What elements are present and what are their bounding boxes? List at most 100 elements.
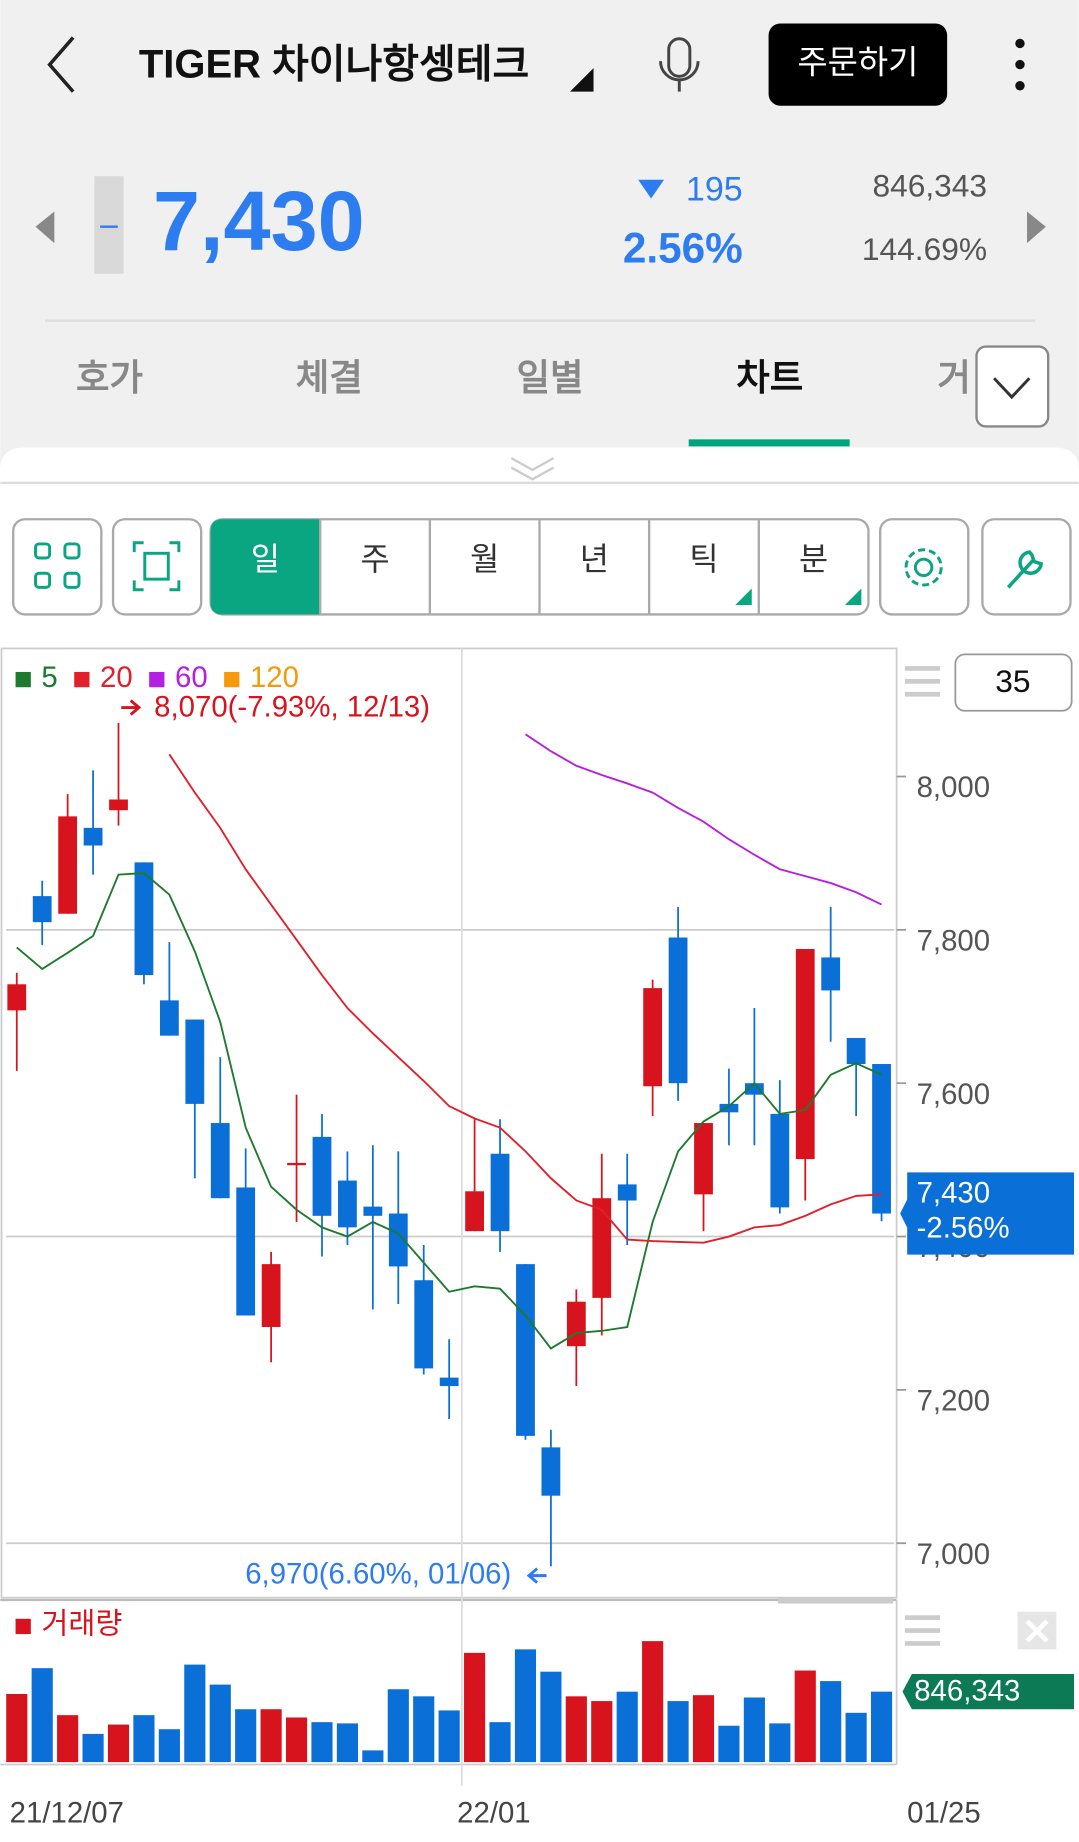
high-arrow — [121, 699, 142, 716]
down-triangle — [638, 179, 665, 199]
content-card — [0, 447, 1079, 1842]
dropdown-arrow[interactable] — [570, 68, 594, 92]
candle-body — [210, 1123, 230, 1199]
candle-body — [312, 1136, 332, 1216]
legend-label: 60 — [175, 661, 208, 694]
high-annotation: 8,070(-7.93%, 12/13) — [154, 690, 430, 723]
menu-icon[interactable] — [904, 666, 941, 697]
volume-bar — [540, 1671, 562, 1763]
expand-tabs[interactable] — [975, 345, 1050, 428]
volume-bar — [692, 1695, 715, 1763]
candle-body — [414, 1280, 434, 1369]
candle-body — [338, 1180, 357, 1228]
next-arrow[interactable] — [1027, 211, 1046, 244]
mic-button[interactable] — [659, 37, 700, 92]
volume-bar — [718, 1725, 740, 1763]
candle-body — [821, 957, 841, 991]
volume-bar — [336, 1723, 358, 1763]
grid-icon — [34, 542, 81, 589]
volume-bar — [235, 1709, 257, 1763]
candle-body — [109, 799, 128, 811]
volume-bar — [591, 1701, 613, 1763]
menu-icon[interactable] — [904, 1615, 941, 1646]
current-price-box — [900, 1172, 1075, 1255]
period-button[interactable]: 틱 — [689, 541, 718, 577]
low-arrow — [526, 1567, 547, 1584]
legend-label: 5 — [41, 661, 57, 694]
candle-body — [795, 949, 815, 1160]
period-button[interactable]: 년 — [580, 541, 609, 577]
tab[interactable]: 일별 — [517, 357, 584, 398]
legend-swatch — [15, 671, 31, 688]
candle-body — [770, 1113, 790, 1208]
legend-swatch — [149, 671, 165, 688]
x-tick-label: 22/01 — [457, 1797, 530, 1830]
order-button-label: 주문하기 — [797, 43, 918, 80]
volume-bar — [743, 1697, 765, 1763]
period-selected — [210, 519, 321, 615]
volume-bar — [616, 1691, 638, 1763]
period-button[interactable]: 분 — [799, 541, 828, 577]
volume-bar — [285, 1717, 308, 1763]
volume-bar — [158, 1729, 180, 1763]
collapse-handle[interactable] — [510, 457, 555, 481]
volume-bar — [489, 1722, 511, 1763]
period-button[interactable]: 월 — [470, 541, 499, 577]
current-price-label: 7,430 — [917, 1176, 990, 1209]
volume-bar — [133, 1715, 155, 1763]
volume-bar — [845, 1712, 867, 1763]
layout-button[interactable] — [12, 518, 103, 616]
candle-body — [872, 1064, 891, 1214]
fullscreen-button[interactable] — [111, 518, 203, 616]
period-button[interactable]: 일 — [251, 541, 280, 577]
volume-bar — [413, 1696, 435, 1763]
candle-body — [516, 1264, 535, 1436]
y-tick-label: 7,800 — [917, 925, 990, 958]
candle-body — [643, 988, 663, 1087]
candle-body — [287, 1162, 306, 1166]
back-button[interactable] — [47, 36, 75, 93]
price-panel — [0, 647, 898, 1599]
moving-average — [524, 733, 882, 906]
change-pct: 2.56% — [623, 225, 743, 272]
volume-bar — [107, 1724, 130, 1763]
volume-bar — [31, 1668, 53, 1763]
candle-body — [566, 1301, 586, 1347]
volume-bar — [438, 1710, 460, 1763]
volume-bar — [565, 1696, 587, 1763]
volume-last-box — [902, 1674, 1075, 1710]
volume-bar — [209, 1684, 231, 1763]
candle-body — [134, 862, 154, 976]
volume-legend: 거래량 — [41, 1608, 122, 1641]
y-tick-label: 7,000 — [917, 1538, 990, 1571]
tab[interactable]: 차트 — [736, 357, 803, 398]
tab[interactable]: 호가 — [76, 357, 143, 398]
close-icon — [1025, 1619, 1049, 1643]
expand-icon — [993, 377, 1031, 400]
prev-arrow[interactable] — [35, 211, 55, 244]
candle-body — [617, 1184, 637, 1201]
more-menu[interactable] — [1015, 38, 1025, 91]
order-button[interactable] — [768, 23, 948, 106]
x-tick-label: 01/25 — [907, 1797, 980, 1830]
period-button[interactable]: 주 — [360, 541, 389, 577]
volume-bar — [514, 1649, 537, 1763]
candle-body — [261, 1264, 281, 1328]
settings-button[interactable] — [879, 518, 970, 616]
legend-label: 20 — [100, 661, 133, 694]
volume-bar — [794, 1670, 816, 1763]
tab[interactable]: 체결 — [296, 357, 363, 398]
candle-body — [58, 816, 78, 914]
candle-body — [490, 1153, 510, 1232]
candle-body — [236, 1187, 256, 1316]
period-count-box[interactable] — [954, 653, 1073, 712]
volume-bar — [387, 1689, 409, 1763]
candle-body — [541, 1447, 561, 1496]
candle-body — [694, 1123, 713, 1195]
legend-swatch — [74, 671, 90, 688]
volume-bar — [464, 1652, 486, 1763]
price-change: 195 — [686, 170, 743, 208]
tab[interactable]: 거 — [937, 357, 971, 398]
scrollbar[interactable] — [777, 1597, 894, 1604]
